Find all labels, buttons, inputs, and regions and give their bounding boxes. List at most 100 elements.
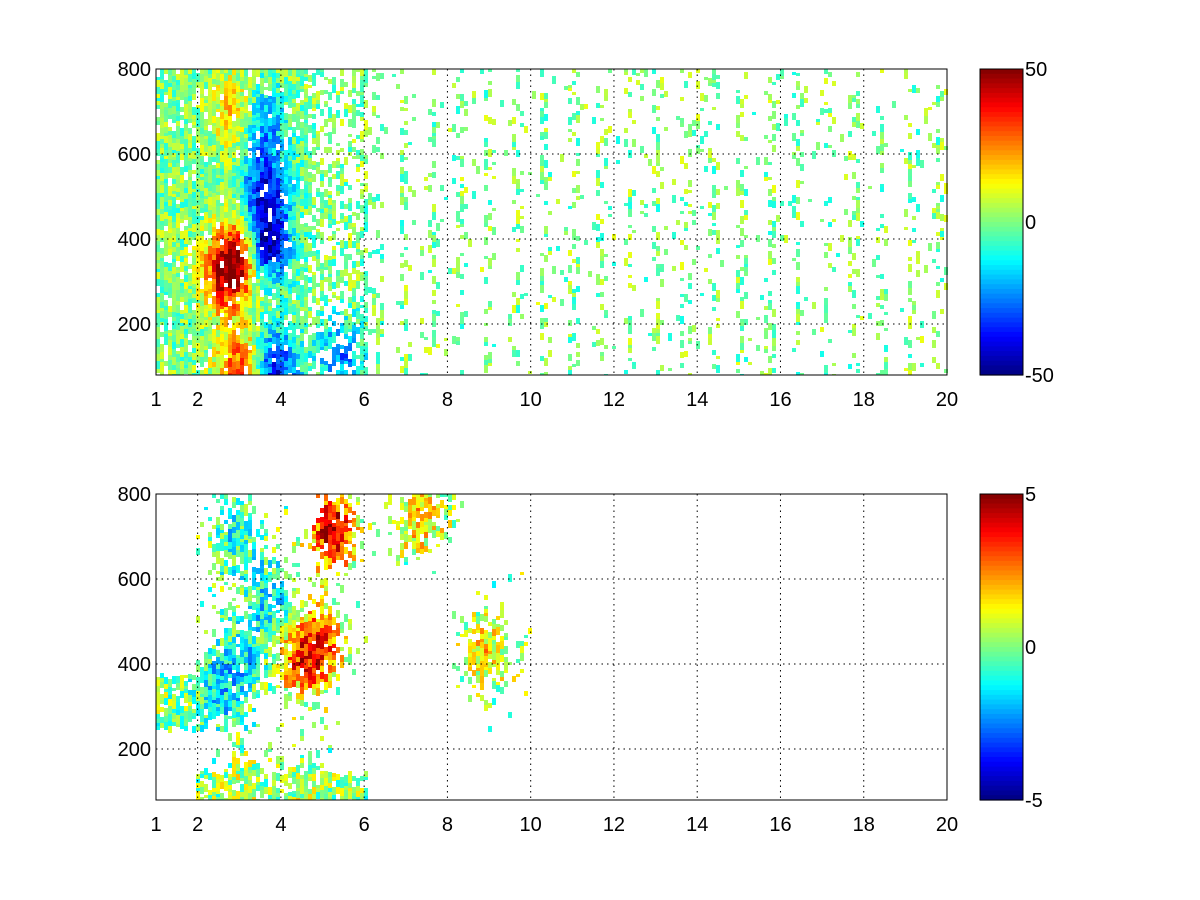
heatmap-cell bbox=[228, 674, 232, 678]
heatmap-cell bbox=[200, 137, 204, 145]
heatmap-cell bbox=[688, 204, 692, 207]
heatmap-cell bbox=[208, 707, 212, 712]
heatmap-cell bbox=[256, 608, 260, 615]
heatmap-cell bbox=[364, 353, 368, 357]
heatmap-cell bbox=[252, 103, 256, 107]
heatmap-cell bbox=[200, 261, 204, 264]
heatmap-cell bbox=[348, 541, 352, 544]
colorbar-tick-label: 0 bbox=[1025, 212, 1036, 234]
heatmap-cell bbox=[576, 267, 580, 274]
heatmap-cell bbox=[284, 89, 288, 96]
heatmap-cell bbox=[176, 175, 180, 180]
heatmap-cell bbox=[232, 643, 236, 647]
heatmap-cell bbox=[212, 661, 216, 664]
heatmap-cell bbox=[280, 206, 284, 210]
heatmap-cell bbox=[352, 793, 356, 796]
heatmap-cell bbox=[360, 85, 364, 92]
heatmap-cell bbox=[168, 229, 172, 233]
heatmap-cell bbox=[268, 118, 272, 126]
heatmap-cell bbox=[428, 185, 432, 192]
heatmap-cell bbox=[296, 77, 300, 81]
heatmap-cell bbox=[364, 159, 368, 164]
heatmap-cell bbox=[352, 561, 356, 568]
heatmap-cell bbox=[216, 499, 220, 503]
heatmap-cell bbox=[524, 293, 528, 296]
heatmap-cell bbox=[228, 334, 232, 338]
heatmap-cell bbox=[216, 727, 220, 731]
heatmap-cell bbox=[264, 332, 268, 338]
heatmap-cell bbox=[380, 244, 384, 250]
heatmap-cell bbox=[292, 228, 296, 236]
heatmap-cell bbox=[168, 147, 172, 155]
heatmap-cell bbox=[352, 223, 356, 227]
heatmap-cell bbox=[308, 287, 312, 290]
heatmap-cell bbox=[804, 86, 808, 93]
heatmap-cell bbox=[288, 633, 292, 641]
heatmap-cell bbox=[248, 620, 252, 627]
heatmap-cell bbox=[180, 361, 184, 369]
heatmap-cell bbox=[284, 256, 288, 260]
heatmap-cell bbox=[696, 246, 700, 250]
heatmap-cell bbox=[476, 166, 480, 174]
heatmap-cell bbox=[292, 628, 296, 632]
heatmap-cell bbox=[332, 549, 336, 557]
heatmap-cell bbox=[236, 768, 240, 771]
heatmap-cell bbox=[256, 97, 260, 105]
heatmap-cell bbox=[316, 562, 320, 566]
heatmap-cell bbox=[744, 357, 748, 362]
heatmap-cell bbox=[312, 356, 316, 361]
heatmap-cell bbox=[212, 777, 216, 780]
heatmap-cell bbox=[296, 253, 300, 261]
heatmap-cell bbox=[336, 270, 340, 276]
heatmap-cell bbox=[176, 111, 180, 116]
heatmap-cell bbox=[628, 153, 632, 158]
heatmap-cell bbox=[224, 673, 228, 679]
heatmap-cell bbox=[568, 250, 572, 256]
heatmap-cell bbox=[284, 370, 288, 375]
heatmap-cell bbox=[260, 210, 264, 218]
heatmap-cell bbox=[220, 618, 224, 622]
heatmap-cell bbox=[536, 194, 540, 197]
heatmap-cell bbox=[228, 306, 232, 313]
heatmap-cell bbox=[260, 241, 264, 247]
heatmap-cell bbox=[260, 178, 264, 183]
heatmap-cell bbox=[540, 132, 544, 136]
heatmap-cell bbox=[156, 221, 160, 229]
heatmap-cell bbox=[456, 304, 460, 307]
heatmap-cell bbox=[204, 317, 208, 320]
heatmap-cell bbox=[236, 231, 240, 234]
heatmap-cell bbox=[488, 69, 492, 72]
heatmap-cell bbox=[280, 158, 284, 162]
heatmap-cell bbox=[188, 357, 192, 362]
heatmap-cell bbox=[168, 223, 172, 229]
heatmap-cell bbox=[224, 787, 228, 791]
heatmap-cell bbox=[268, 749, 272, 752]
heatmap-cell bbox=[324, 277, 328, 282]
heatmap-cell bbox=[284, 214, 288, 219]
heatmap-cell bbox=[216, 264, 220, 271]
heatmap-cell bbox=[220, 317, 224, 320]
heatmap-cell bbox=[464, 109, 468, 116]
heatmap-cell bbox=[272, 322, 276, 330]
heatmap-cell bbox=[280, 228, 284, 231]
heatmap-cell bbox=[220, 299, 224, 306]
heatmap-cell bbox=[240, 545, 244, 548]
heatmap-cell bbox=[648, 159, 652, 166]
heatmap-cell bbox=[596, 86, 600, 93]
heatmap-cell bbox=[772, 145, 776, 152]
heatmap-cell bbox=[160, 273, 164, 280]
heatmap-cell bbox=[328, 513, 332, 520]
heatmap-cell bbox=[160, 102, 164, 109]
heatmap-cell bbox=[380, 329, 384, 334]
heatmap-cell bbox=[300, 224, 304, 230]
heatmap-cell bbox=[220, 707, 224, 714]
heatmap-cell bbox=[236, 99, 240, 103]
heatmap-cell bbox=[332, 666, 336, 672]
heatmap-cell bbox=[180, 77, 184, 85]
heatmap-cell bbox=[188, 199, 192, 202]
heatmap-cell bbox=[156, 686, 160, 692]
heatmap-cell bbox=[344, 793, 348, 797]
heatmap-cell bbox=[192, 119, 196, 122]
heatmap-cell bbox=[292, 151, 296, 155]
heatmap-cell bbox=[320, 196, 324, 203]
